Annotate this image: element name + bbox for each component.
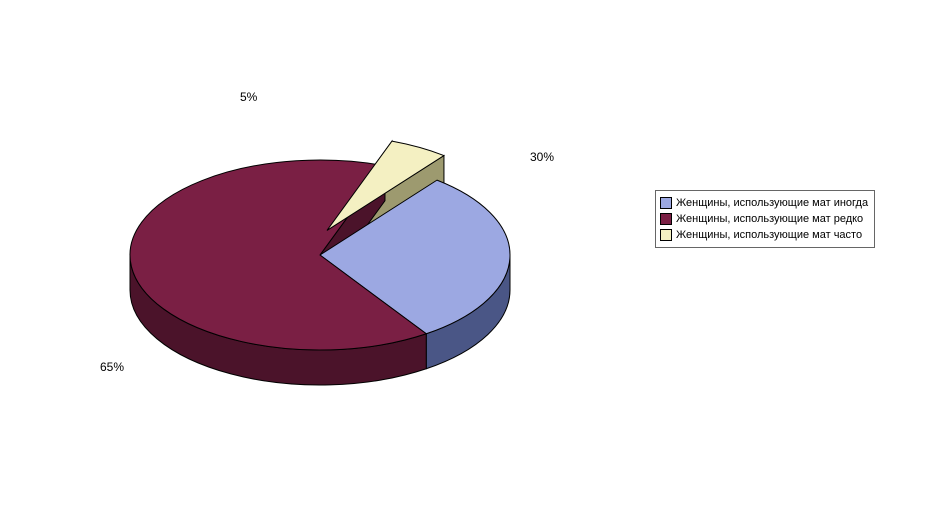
legend-label-1: Женщины, использующие мат редко bbox=[676, 211, 863, 227]
legend-swatch-1 bbox=[660, 213, 672, 225]
pie-svg bbox=[60, 60, 580, 440]
data-label-0: 30% bbox=[530, 150, 554, 164]
legend-swatch-0 bbox=[660, 197, 672, 209]
pie-chart: 30% 65% 5% bbox=[60, 60, 580, 440]
legend-label-2: Женщины, использующие мат часто bbox=[676, 227, 862, 243]
chart-stage: 30% 65% 5% Женщины, использующие мат ино… bbox=[0, 0, 948, 505]
legend-item-2: Женщины, использующие мат часто bbox=[660, 227, 868, 243]
legend-swatch-2 bbox=[660, 229, 672, 241]
legend: Женщины, использующие мат иногда Женщины… bbox=[655, 190, 875, 248]
data-label-1: 65% bbox=[100, 360, 124, 374]
legend-item-0: Женщины, использующие мат иногда bbox=[660, 195, 868, 211]
legend-label-0: Женщины, использующие мат иногда bbox=[676, 195, 868, 211]
data-label-2: 5% bbox=[240, 90, 257, 104]
legend-item-1: Женщины, использующие мат редко bbox=[660, 211, 868, 227]
